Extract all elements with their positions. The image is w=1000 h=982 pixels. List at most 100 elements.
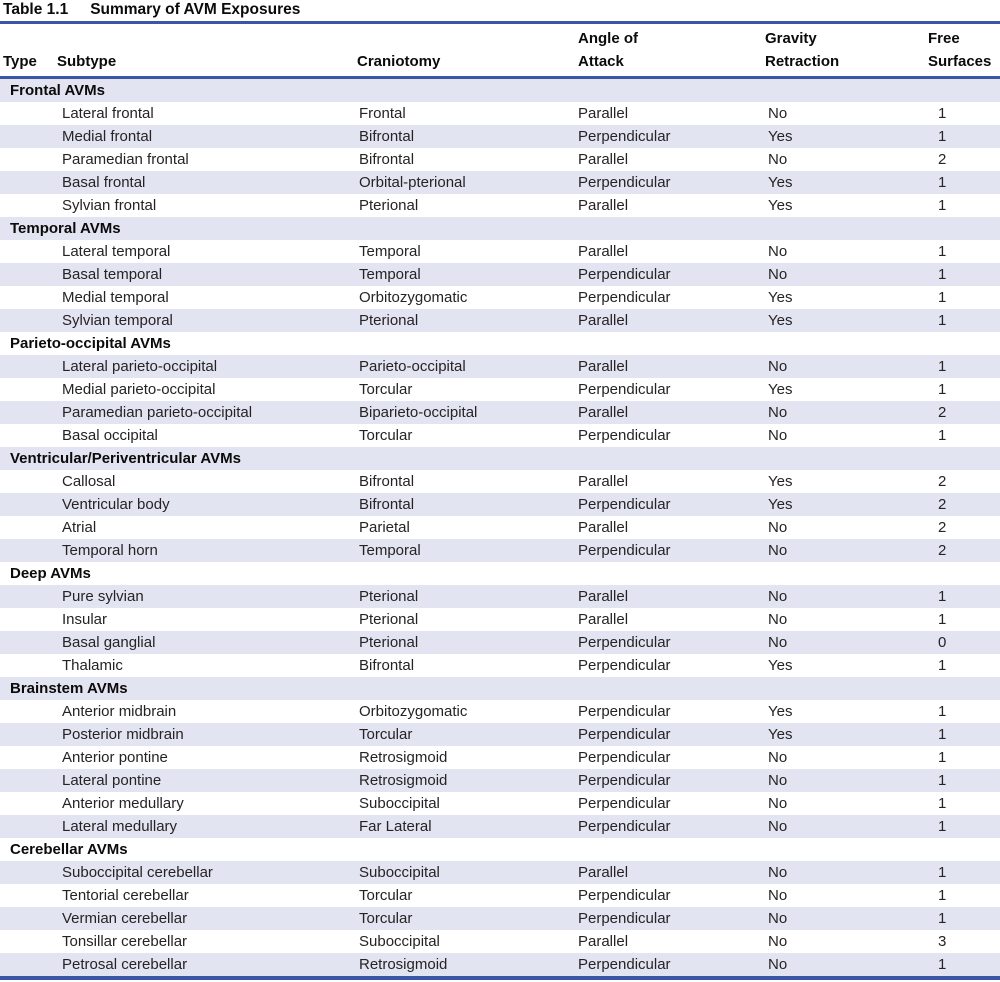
indent-cell [0, 585, 62, 608]
table-row: Tonsillar cerebellar Suboccipital Parallel… [0, 930, 1000, 953]
angle-of-attack-cell: Parallel [578, 588, 629, 605]
indent-cell [0, 815, 62, 838]
indent-cell [0, 263, 62, 286]
angle-of-attack-cell: Perpendicular [578, 496, 671, 513]
gravity-retraction-cell: Yes [768, 496, 793, 513]
subtype-cell: Sylvian frontal [62, 197, 157, 214]
col-header-angle-of-attack: Angle of Attack [578, 27, 638, 73]
angle-of-attack-cell: Perpendicular [578, 795, 671, 812]
gravity-retraction-cell: Yes [768, 473, 793, 490]
angle-of-attack-cell: Perpendicular [578, 289, 671, 306]
indent-cell [0, 907, 62, 930]
table-row: Suboccipital cerebellar Suboccipital Paral… [0, 861, 1000, 884]
table-row: Anterior midbrain Orbitozygomatic Perpendi… [0, 700, 1000, 723]
angle-of-attack-cell: Parallel [578, 864, 629, 881]
subtype-cell: Medial temporal [62, 289, 169, 306]
free-surfaces-cell: 1 [938, 956, 947, 973]
free-surfaces-cell: 1 [938, 749, 947, 766]
table-row: Lateral medullary Far Lateral Perpendicula… [0, 815, 1000, 838]
free-surfaces-cell: 2 [938, 519, 947, 536]
indent-cell [0, 631, 62, 654]
subtype-cell: Insular [62, 611, 108, 628]
indent-cell [0, 516, 62, 539]
subtype-cell: Basal frontal [62, 174, 146, 191]
subtype-cell: Lateral parieto-occipital [62, 358, 218, 375]
indent-cell [0, 746, 62, 769]
bottom-rule [0, 976, 1000, 980]
craniotomy-cell: Suboccipital [359, 933, 440, 950]
free-surfaces-cell: 1 [938, 588, 947, 605]
subtype-cell: Basal ganglial [62, 634, 156, 651]
craniotomy-cell: Temporal [359, 542, 421, 559]
indent-cell [0, 148, 62, 171]
section-header-row: Deep AVMs [10, 565, 91, 582]
gravity-retraction-cell: No [768, 887, 788, 904]
craniotomy-cell: Torcular [359, 887, 413, 904]
craniotomy-cell: Pterional [359, 197, 419, 214]
table-row: Medial frontal Bifrontal Perpendicular Yes 1 [0, 125, 1000, 148]
title-rule [0, 21, 1000, 24]
subtype-cell: Callosal [62, 473, 116, 490]
indent-cell [0, 401, 62, 424]
gravity-retraction-cell: Yes [768, 726, 793, 743]
subtype-cell: Paramedian frontal [62, 151, 189, 168]
col-header-gravity-line2: Retraction [765, 53, 840, 70]
gravity-retraction-cell: Yes [768, 128, 793, 145]
gravity-retraction-cell: No [768, 818, 788, 835]
craniotomy-cell: Suboccipital [359, 864, 440, 881]
angle-of-attack-cell: Perpendicular [578, 772, 671, 789]
col-header-angle-line1: Angle of [578, 30, 638, 47]
indent-cell [0, 654, 62, 677]
free-surfaces-cell: 1 [938, 197, 947, 214]
gravity-retraction-cell: No [768, 151, 788, 168]
angle-of-attack-cell: Parallel [578, 933, 629, 950]
indent-cell [0, 102, 62, 125]
indent-cell [0, 700, 62, 723]
subtype-cell: Sylvian temporal [62, 312, 173, 329]
subtype-cell: Temporal horn [62, 542, 158, 559]
free-surfaces-cell: 1 [938, 657, 947, 674]
angle-of-attack-cell: Perpendicular [578, 657, 671, 674]
table-row: Thalamic Bifrontal Perpendicular Yes 1 [0, 654, 1000, 677]
craniotomy-cell: Suboccipital [359, 795, 440, 812]
indent-cell [0, 884, 62, 907]
gravity-retraction-cell: Yes [768, 289, 793, 306]
col-header-gravity-retraction: Gravity Retraction [765, 27, 839, 73]
free-surfaces-cell: 1 [938, 312, 947, 329]
col-header-free-surfaces: Free Surfaces [928, 27, 991, 73]
craniotomy-cell: Pterional [359, 312, 419, 329]
craniotomy-cell: Retrosigmoid [359, 749, 448, 766]
angle-of-attack-cell: Perpendicular [578, 887, 671, 904]
indent-cell [0, 930, 62, 953]
free-surfaces-cell: 1 [938, 128, 947, 145]
table-row: Basal temporal Temporal Perpendicular No 1 [0, 263, 1000, 286]
gravity-retraction-cell: Yes [768, 197, 793, 214]
indent-cell [0, 355, 62, 378]
free-surfaces-cell: 1 [938, 910, 947, 927]
angle-of-attack-cell: Perpendicular [578, 542, 671, 559]
table-body: Frontal AVMs Lateral frontal Frontal Parall… [0, 79, 1000, 976]
subtype-cell: Medial frontal [62, 128, 153, 145]
free-surfaces-cell: 2 [938, 151, 947, 168]
free-surfaces-cell: 1 [938, 703, 947, 720]
gravity-retraction-cell: No [768, 542, 788, 559]
craniotomy-cell: Parietal [359, 519, 410, 536]
craniotomy-cell: Bifrontal [359, 496, 415, 513]
gravity-retraction-cell: Yes [768, 174, 793, 191]
craniotomy-cell: Bifrontal [359, 657, 415, 674]
gravity-retraction-cell: No [768, 956, 788, 973]
free-surfaces-cell: 1 [938, 105, 947, 122]
angle-of-attack-cell: Parallel [578, 105, 629, 122]
table-row: Vermian cerebellar Torcular Perpendicular N… [0, 907, 1000, 930]
gravity-retraction-cell: Yes [768, 312, 793, 329]
section-header-row: Cerebellar AVMs [10, 841, 128, 858]
table-row: Paramedian frontal Bifrontal Parallel No 2 [0, 148, 1000, 171]
subtype-cell: Tentorial cerebellar [62, 887, 189, 904]
craniotomy-cell: Pterional [359, 611, 419, 628]
free-surfaces-cell: 1 [938, 381, 947, 398]
indent-cell [0, 171, 62, 194]
table-row: Atrial Parietal Parallel No 2 [0, 516, 1000, 539]
col-header-angle-line2: Attack [578, 53, 624, 70]
subtype-cell: Lateral temporal [62, 243, 171, 260]
